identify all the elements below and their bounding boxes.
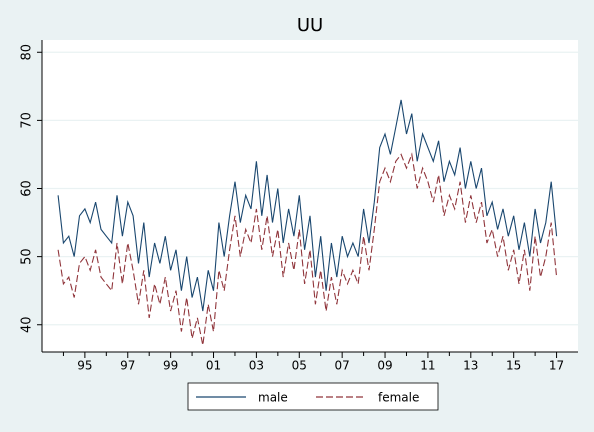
data-line [57,152,558,346]
chart-title: UU [297,15,323,36]
y-tick-label: 80 [20,44,35,61]
x-tick-label: 95 [77,359,92,373]
x-tick-label: 09 [377,359,392,373]
data-line [57,99,558,312]
x-tick-label: 99 [163,359,178,373]
x-tick-label: 11 [420,359,435,373]
x-tick-label: 05 [292,359,307,373]
legend-label: male [258,391,288,405]
y-tick-label: 70 [20,112,35,129]
legend-label: female [378,391,419,405]
x-tick-label: 97 [120,359,135,373]
x-tick-label: 13 [463,359,478,373]
y-tick-label: 50 [20,248,35,265]
x-tick-label: 15 [506,359,521,373]
x-tick-label: 07 [335,359,350,373]
x-tick-label: 01 [206,359,221,373]
x-tick-label: 03 [249,359,264,373]
y-tick-label: 60 [20,180,35,197]
plot-area [42,40,578,352]
y-tick-label: 40 [20,316,35,333]
x-tick-label: 17 [549,359,564,373]
